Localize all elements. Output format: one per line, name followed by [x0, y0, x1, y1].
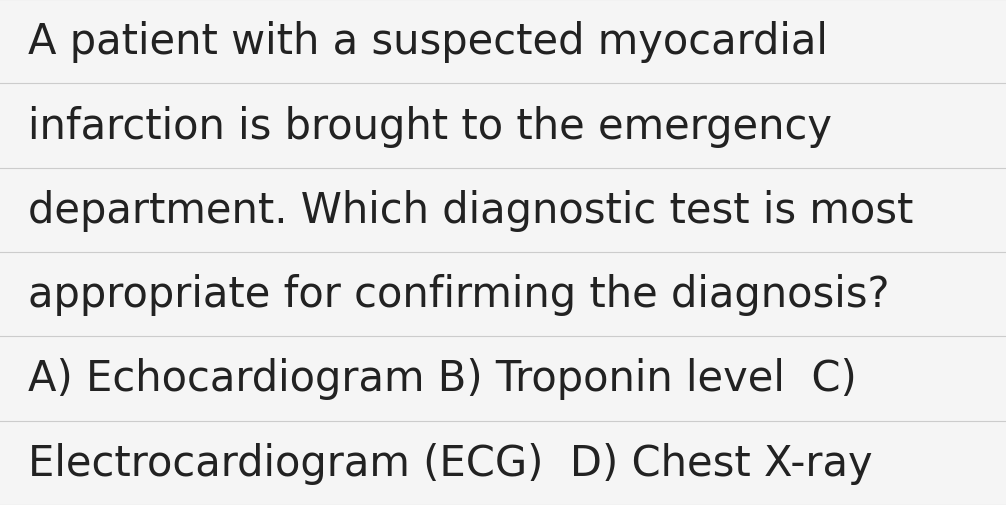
Text: department. Which diagnostic test is most: department. Which diagnostic test is mos… — [28, 189, 913, 231]
Text: Electrocardiogram (ECG)  D) Chest X-ray: Electrocardiogram (ECG) D) Chest X-ray — [28, 442, 873, 484]
Text: appropriate for confirming the diagnosis?: appropriate for confirming the diagnosis… — [28, 274, 889, 316]
Text: infarction is brought to the emergency: infarction is brought to the emergency — [28, 105, 832, 147]
Text: A) Echocardiogram B) Troponin level  C): A) Echocardiogram B) Troponin level C) — [28, 358, 857, 400]
Text: A patient with a suspected myocardial: A patient with a suspected myocardial — [28, 21, 828, 63]
